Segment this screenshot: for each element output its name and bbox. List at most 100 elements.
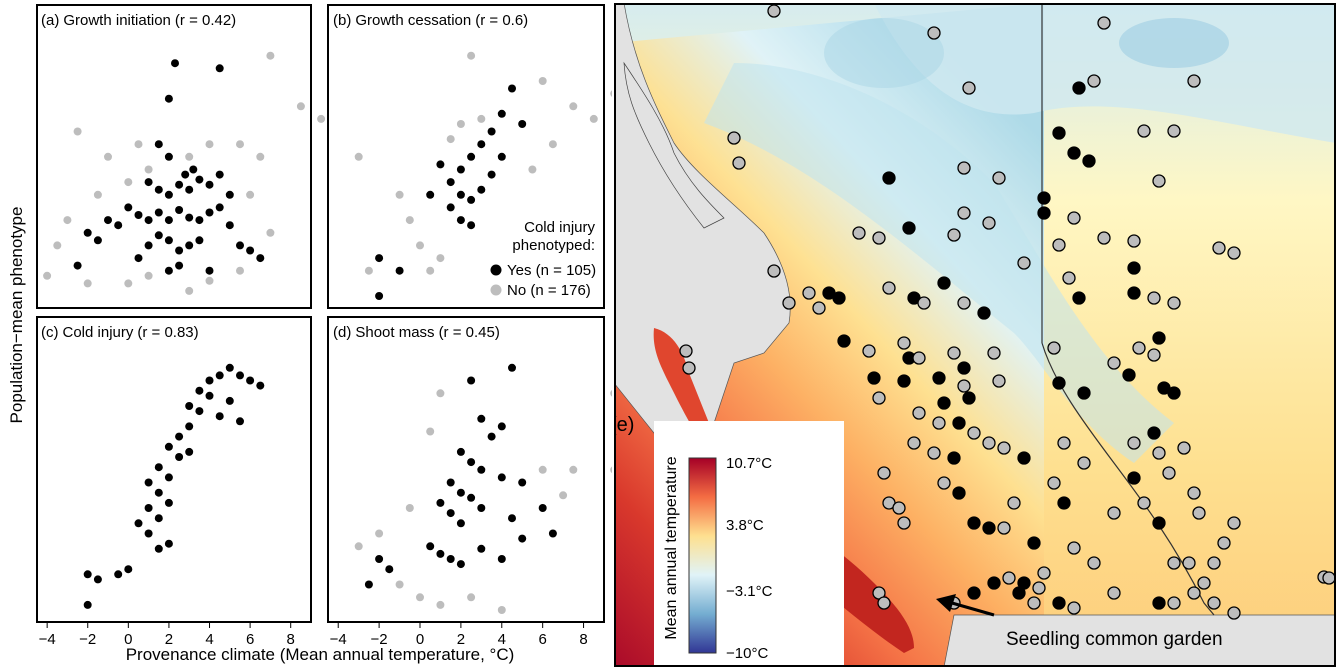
map-site-111	[1087, 556, 1101, 570]
x-tick-label-c-1: −2	[79, 631, 96, 648]
point-c-yes-15	[164, 442, 173, 451]
point-a-yes-16	[104, 216, 112, 225]
point-a-yes-23	[175, 206, 184, 214]
point-c-yes-25	[134, 519, 143, 528]
map-site-114	[1137, 496, 1151, 510]
point-a-no-2	[317, 114, 326, 123]
point-a-yes-10	[175, 180, 184, 189]
point-d-no-0	[436, 389, 445, 398]
point-a-yes-36	[195, 236, 204, 245]
point-a-yes-22	[164, 216, 173, 225]
point-b-no-12	[528, 165, 537, 174]
point-a-yes-40	[134, 254, 143, 263]
point-a-no-0	[266, 51, 275, 60]
point-a-no-22	[205, 140, 214, 149]
point-d-yes-1	[467, 376, 476, 385]
map-site-107	[1037, 566, 1051, 580]
map-site-0	[767, 4, 781, 18]
point-a-yes-32	[154, 231, 163, 240]
point-b-no-9	[426, 266, 435, 275]
point-a-no-21	[185, 152, 194, 161]
map-site-124	[1067, 601, 1081, 615]
point-d-yes-22	[436, 549, 445, 558]
map-site-110	[1067, 541, 1081, 555]
point-a-yes-38	[246, 246, 255, 255]
map-site-83	[1017, 451, 1031, 465]
map-site-13	[992, 171, 1006, 185]
map-site-87	[1147, 426, 1161, 440]
map-site-39	[977, 306, 991, 320]
point-b-no-7	[405, 216, 414, 225]
map-site-106	[1027, 536, 1041, 550]
point-a-yes-25	[195, 216, 204, 225]
legend: Cold injury phenotyped: Yes (n = 105) No…	[478, 212, 602, 304]
point-c-yes-20	[144, 478, 153, 487]
panel-c-frame	[36, 316, 312, 623]
map-site-6	[1187, 74, 1201, 88]
map-site-35	[882, 281, 896, 295]
point-c-yes-26	[144, 529, 153, 538]
point-b-yes-8	[456, 190, 465, 199]
map-site-20	[982, 216, 996, 230]
map-site-95	[947, 451, 961, 465]
point-d-yes-8	[497, 473, 506, 482]
point-a-yes-31	[144, 241, 153, 250]
point-b-yes-6	[456, 165, 465, 174]
map-site-123	[1052, 596, 1066, 610]
x-tick-label-d-4: 4	[498, 631, 506, 648]
point-b-no-5	[354, 152, 363, 161]
point-a-yes-39	[73, 261, 82, 270]
map-site-7	[1137, 124, 1151, 138]
point-c-yes-10	[195, 407, 204, 416]
point-c-yes-17	[185, 447, 194, 456]
panel-b-name: Growth cessation	[355, 12, 471, 29]
point-a-no-12	[124, 279, 133, 288]
map-site-86	[1127, 436, 1141, 450]
map-site-62	[1052, 376, 1066, 390]
legend-yes-marker	[490, 264, 502, 276]
map-site-59	[987, 346, 1001, 360]
map-site-4	[1072, 81, 1086, 95]
map-site-60	[992, 374, 1006, 388]
map-site-131	[1227, 606, 1241, 620]
point-d-yes-29	[364, 580, 373, 589]
point-b-yes-2	[487, 127, 496, 136]
map-site-33	[1227, 246, 1241, 260]
point-a-no-16	[236, 266, 244, 275]
point-d-no-10	[467, 593, 476, 602]
point-b-yes-17	[426, 190, 435, 199]
map-site-14	[882, 171, 896, 185]
point-b-no-15	[456, 120, 465, 128]
map-site-73	[957, 379, 971, 393]
point-b-yes-5	[467, 152, 476, 161]
panel-a-name: Growth initiation	[63, 12, 171, 29]
point-a-yes-2	[215, 64, 224, 73]
point-b-yes-7	[446, 178, 455, 187]
map-site-54	[897, 336, 911, 350]
legend-title-line1: Cold injury	[524, 219, 595, 236]
point-b-no-1	[538, 77, 547, 85]
point-a-yes-41	[164, 266, 173, 275]
point-c-yes-11	[215, 412, 224, 421]
point-d-no-9	[436, 600, 445, 609]
mountain-band	[704, 63, 1174, 463]
point-b-yes-19	[395, 266, 404, 275]
point-a-yes-28	[225, 221, 234, 230]
point-a-yes-30	[93, 236, 102, 245]
panel-c-name: Cold injury	[63, 324, 134, 341]
point-a-yes-12	[195, 175, 204, 184]
map-site-137	[1032, 581, 1046, 595]
point-a-no-3	[256, 152, 265, 161]
map-site-118	[1207, 556, 1221, 570]
point-d-yes-11	[456, 488, 465, 497]
point-a-no-23	[246, 190, 255, 199]
point-a-yes-34	[175, 246, 184, 255]
svg-text:(b)Growth cessation(r = 0.6): (b) Growth cessation (r = 0.6)	[333, 12, 528, 29]
point-a-no-14	[185, 286, 194, 295]
map-site-139	[877, 596, 891, 610]
point-c-yes-31	[83, 570, 92, 579]
panel-d-r: (r = 0.45)	[439, 324, 500, 341]
map-site-70	[867, 371, 881, 385]
point-a-yes-42	[175, 261, 184, 270]
map-site-122	[1027, 596, 1041, 610]
